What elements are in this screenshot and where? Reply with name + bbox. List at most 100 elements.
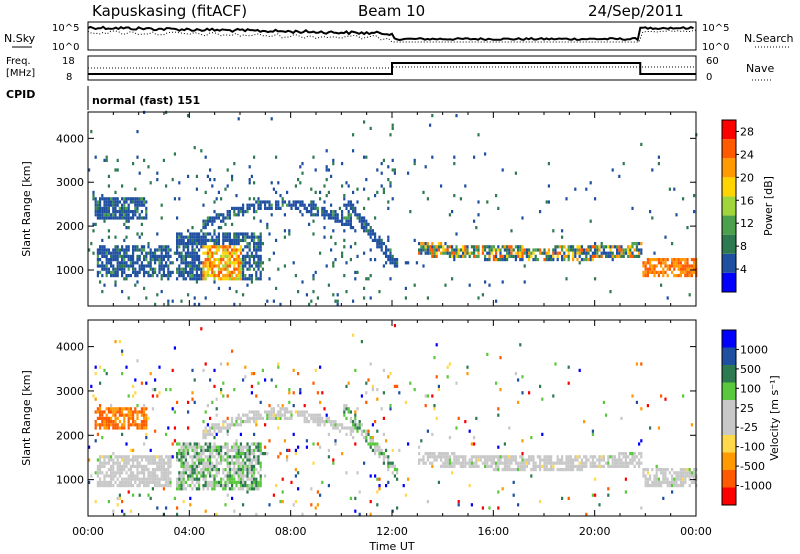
velocity-cell	[112, 458, 115, 462]
power-cell	[209, 264, 212, 268]
power-cell	[382, 158, 385, 162]
power-cell	[602, 248, 605, 252]
power-cell	[563, 251, 566, 255]
power-cell	[99, 200, 102, 204]
velocity-cell	[107, 484, 110, 488]
power-cell	[121, 267, 124, 271]
power-cell	[193, 232, 196, 236]
power-cell	[237, 267, 240, 271]
power-cell	[110, 251, 113, 255]
power-cell	[589, 254, 592, 258]
velocity-cell	[145, 381, 148, 385]
velocity-cell	[541, 458, 544, 462]
velocity-cell	[235, 448, 238, 452]
power-cell	[585, 254, 588, 258]
velocity-cell	[457, 458, 460, 462]
power-cell	[354, 213, 357, 217]
velocity-cell	[283, 439, 286, 443]
power-cell	[433, 251, 436, 255]
power-cell	[539, 210, 542, 214]
velocity-cell	[585, 458, 588, 462]
velocity-cell	[165, 477, 168, 481]
velocity-cell	[195, 477, 198, 481]
power-cell	[191, 254, 194, 258]
power-cell	[160, 264, 163, 268]
velocity-cell	[165, 484, 168, 488]
velocity-cell	[169, 455, 172, 459]
velocity-cell	[565, 455, 568, 459]
power-cell	[123, 251, 126, 255]
velocity-cell	[453, 461, 456, 465]
colorbar-tick-label: 100	[740, 382, 761, 395]
power-cell	[140, 264, 143, 268]
velocity-cell	[253, 432, 256, 436]
velocity-cell	[125, 455, 128, 459]
power-cell	[253, 216, 256, 220]
power-cell	[110, 213, 113, 217]
velocity-cell	[354, 509, 357, 513]
velocity-cell	[378, 452, 381, 456]
velocity-cell	[96, 416, 99, 420]
power-cell	[228, 264, 231, 268]
power-cell	[204, 274, 207, 278]
velocity-cell	[134, 410, 137, 414]
velocity-cell	[224, 487, 227, 491]
power-cell	[325, 149, 328, 153]
velocity-cell	[484, 461, 487, 465]
velocity-cell	[156, 464, 159, 468]
power-cell	[118, 210, 121, 214]
power-cell	[112, 213, 115, 217]
power-cell	[684, 258, 687, 262]
power-cell	[105, 264, 108, 268]
velocity-cell	[413, 388, 416, 392]
power-cell	[367, 229, 370, 233]
power-cell	[616, 245, 619, 249]
power-cell	[319, 190, 322, 194]
velocity-cell	[444, 464, 447, 468]
power-cell	[116, 168, 119, 172]
velocity-cell	[565, 464, 568, 468]
power-cell	[633, 254, 636, 258]
velocity-cell	[202, 461, 205, 465]
power-cell	[277, 203, 280, 207]
velocity-cell	[481, 455, 484, 459]
power-cell	[158, 270, 161, 274]
velocity-cell	[228, 471, 231, 475]
velocity-cell	[114, 340, 117, 344]
power-cell	[272, 299, 275, 303]
velocity-cell	[176, 477, 179, 481]
velocity-cell	[591, 458, 594, 462]
velocity-cell	[151, 407, 154, 411]
velocity-cell	[341, 452, 344, 456]
velocity-cell	[396, 477, 399, 481]
power-cell	[182, 258, 185, 262]
power-cell	[136, 216, 139, 220]
velocity-cell	[314, 416, 317, 420]
power-cell	[193, 238, 196, 242]
velocity-cell	[277, 416, 280, 420]
power-cell	[101, 251, 104, 255]
power-cell	[514, 251, 517, 255]
velocity-cell	[136, 410, 139, 414]
power-cell	[151, 258, 154, 262]
power-cell	[431, 254, 434, 258]
velocity-cell	[202, 474, 205, 478]
power-cell	[448, 254, 451, 258]
power-cell	[125, 213, 128, 217]
velocity-cell	[105, 372, 108, 376]
velocity-cell	[354, 442, 357, 446]
velocity-cell	[112, 413, 115, 417]
velocity-cell	[123, 426, 126, 430]
velocity-cell	[514, 461, 517, 465]
velocity-cell	[118, 413, 121, 417]
velocity-cell	[118, 468, 121, 472]
power-cell	[228, 245, 231, 249]
power-cell	[121, 261, 124, 265]
velocity-cell	[239, 477, 242, 481]
power-cell	[677, 267, 680, 271]
power-cell	[151, 267, 154, 271]
power-cell	[255, 254, 258, 258]
power-cell	[591, 245, 594, 249]
velocity-cell	[633, 458, 636, 462]
velocity-cell	[534, 461, 537, 465]
